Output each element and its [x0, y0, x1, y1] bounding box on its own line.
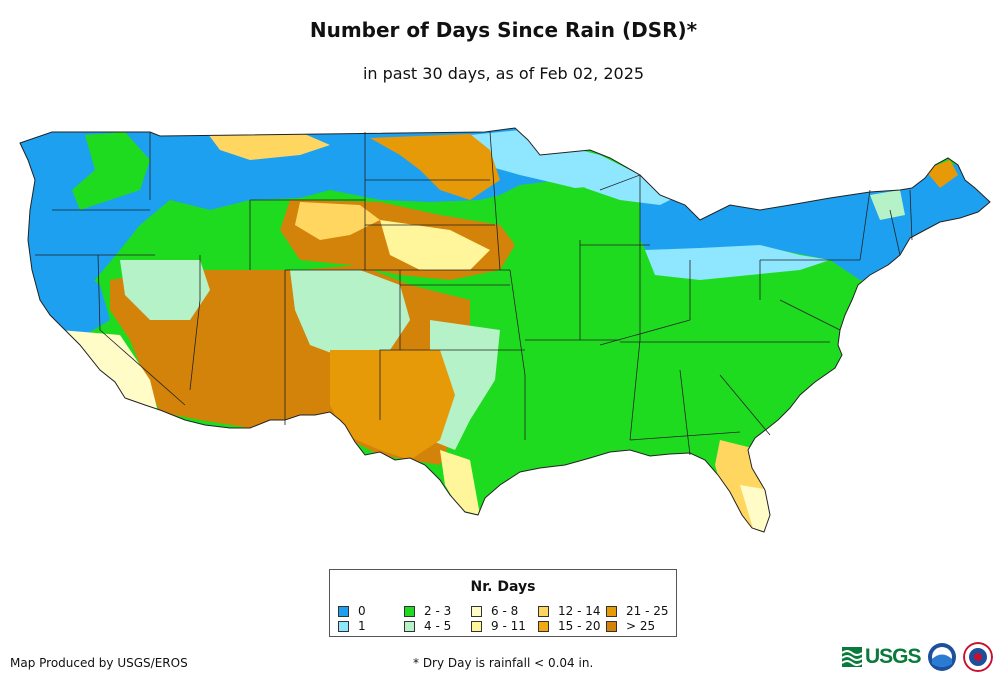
agency-logos: USGS — [842, 640, 993, 674]
region-colorado-green — [290, 270, 410, 360]
legend-item-4: 6 - 8 — [471, 604, 518, 618]
us-dsr-map — [19, 127, 991, 533]
region-montana-yellow — [205, 130, 330, 160]
legend-item-5: 9 - 11 — [471, 619, 526, 633]
region-nevada-lightgreen — [120, 260, 210, 320]
region-ohio-lightblue — [645, 245, 830, 280]
legend-label: 15 - 20 — [558, 619, 601, 633]
region-texas-dry — [330, 350, 455, 460]
legend-label: 1 — [358, 619, 366, 633]
map-title: Number of Days Since Rain (DSR)* — [309, 18, 698, 42]
legend-swatch — [606, 620, 617, 632]
usgs-wordmark: USGS — [865, 645, 922, 668]
credit-text: Map Produced by USGS/EROS — [10, 656, 188, 670]
map-subtitle: in past 30 days, as of Feb 02, 2025 — [362, 64, 645, 83]
legend-label: 0 — [358, 604, 366, 618]
region-ny-lightgreen — [870, 190, 905, 220]
legend-item-3: 4 - 5 — [404, 619, 451, 633]
legend-item-2: 2 - 3 — [404, 604, 451, 618]
region-northern-plains-dry — [370, 134, 500, 200]
legend-label: 9 - 11 — [491, 619, 526, 633]
legend-swatch — [538, 605, 549, 617]
region-nebraska-yellow — [380, 220, 490, 270]
usgs-wave-icon — [842, 647, 862, 667]
legend-swatch — [606, 605, 617, 617]
region-florida-paleyellow — [740, 485, 770, 532]
footnote-text: * Dry Day is rainfall < 0.04 in. — [413, 656, 594, 670]
legend-label: 12 - 14 — [558, 604, 601, 618]
legend-swatch — [338, 620, 349, 632]
legend-item-6: 12 - 14 — [538, 604, 601, 618]
region-nw-green — [72, 132, 150, 210]
legend: Nr. Days 0 1 2 - 3 4 - 5 6 - 8 9 - 11 12… — [329, 569, 677, 637]
legend-item-9: > 25 — [606, 619, 655, 633]
legend-title: Nr. Days — [470, 579, 536, 595]
state-boundaries — [35, 131, 913, 456]
usgs-logo: USGS — [842, 645, 922, 669]
legend-item-1: 1 — [338, 619, 366, 633]
legend-item-8: 21 - 25 — [606, 604, 669, 618]
legend-label: 4 - 5 — [424, 619, 452, 633]
legend-label: > 25 — [626, 619, 656, 633]
legend-label: 21 - 25 — [626, 604, 669, 618]
noaa-logo-icon — [927, 643, 956, 671]
legend-swatch — [404, 620, 415, 632]
nws-logo-icon — [962, 642, 993, 672]
legend-label: 2 - 3 — [424, 604, 452, 618]
legend-swatch — [338, 605, 349, 617]
region-texas-coast-yellow — [440, 450, 480, 515]
legend-item-7: 15 - 20 — [538, 619, 601, 633]
legend-swatch — [471, 605, 482, 617]
legend-swatch — [538, 620, 549, 632]
region-plains-yellow — [295, 202, 380, 240]
legend-item-0: 0 — [338, 604, 366, 618]
legend-label: 6 - 8 — [491, 604, 519, 618]
legend-swatch — [404, 605, 415, 617]
legend-swatch — [471, 620, 482, 632]
